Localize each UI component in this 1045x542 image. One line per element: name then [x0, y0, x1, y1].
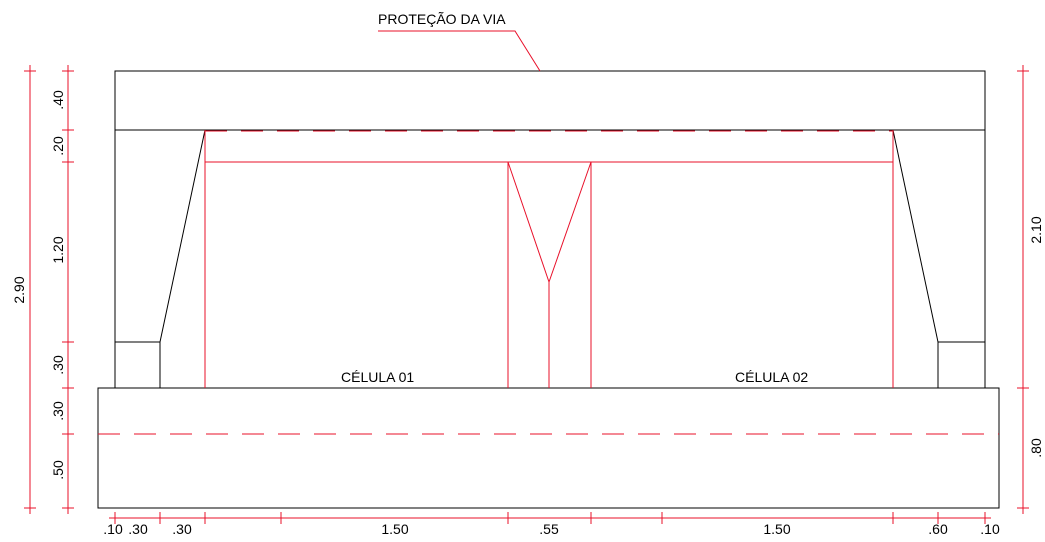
- dimension-label: .30: [128, 521, 148, 537]
- dimension-label: .55: [539, 521, 559, 537]
- dimension-tick: [154, 512, 166, 524]
- top-slab: [114, 70, 986, 131]
- dimension-tick: [887, 512, 899, 524]
- dimension-label: .30: [172, 521, 192, 537]
- dimension-tick: [62, 156, 74, 168]
- dimension-label: 1.50: [763, 521, 790, 537]
- dimension-label: 1.50: [381, 521, 408, 537]
- dimension-tick: [275, 512, 287, 524]
- dimension-label: .10: [103, 521, 123, 537]
- dimension-tick: [1017, 65, 1029, 77]
- dimension-label: 1.20: [50, 236, 66, 263]
- cell-label: CÉLULA 02: [735, 369, 808, 385]
- dimension-label: .40: [50, 90, 66, 110]
- dimension-labels: 2.90 .40 .20 1.20 .30 .30 .50 2.10 .80 .10 .30 .30 1…: [11, 90, 1044, 537]
- cell-label: CÉLULA 01: [341, 369, 414, 385]
- dimension-tick: [24, 65, 36, 77]
- leader-line: [378, 30, 541, 72]
- dimension-tick: [62, 336, 74, 348]
- dimension-tick: [199, 512, 211, 524]
- dimension-label: 2.90: [11, 276, 27, 303]
- dimension-label: .20: [50, 136, 66, 156]
- bottom-slab: [97, 387, 1000, 509]
- inner-lines: [204, 130, 894, 388]
- dimension-label: .10: [980, 521, 1000, 537]
- dimension-tick: [502, 512, 514, 524]
- dimension-label: .80: [1028, 438, 1044, 458]
- dimension-tick: [62, 65, 74, 77]
- right-wall: [892, 129, 986, 388]
- dimension-label: .30: [50, 355, 66, 375]
- dimension-label: .30: [50, 401, 66, 421]
- dimension-tick: [979, 512, 991, 524]
- dimension-label: 2.10: [1028, 216, 1044, 243]
- left-wall: [114, 129, 206, 388]
- dimension-tick: [62, 428, 74, 440]
- dimension-tick: [932, 512, 944, 524]
- dimension-tick: [585, 512, 597, 524]
- dimension-tick: [62, 124, 74, 136]
- dimension-label: .60: [928, 521, 948, 537]
- dimension-tick: [24, 502, 36, 514]
- dimension-tick: [109, 512, 121, 524]
- dimension-label: .50: [50, 460, 66, 480]
- dimension-ticks: [24, 65, 1029, 524]
- dimension-tick: [656, 512, 668, 524]
- dimension-tick: [62, 382, 74, 394]
- dimension-tick: [1017, 502, 1029, 514]
- leader-label: PROTEÇÃO DA VIA: [378, 11, 506, 27]
- dimension-tick: [62, 502, 74, 514]
- dimension-tick: [1017, 382, 1029, 394]
